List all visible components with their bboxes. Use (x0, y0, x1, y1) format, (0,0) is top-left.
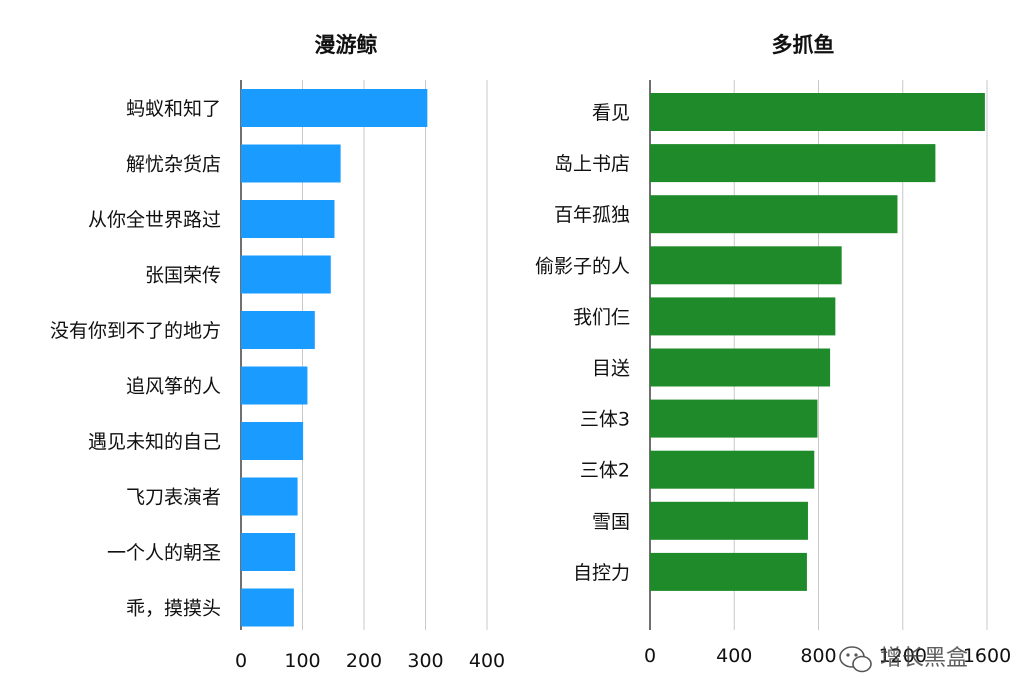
category-label: 偷影子的人 (535, 255, 630, 277)
bar (241, 366, 308, 405)
bar (241, 311, 315, 349)
x-tick-label: 100 (284, 650, 320, 672)
category-label: 遇见未知的自己 (88, 431, 221, 453)
bar (241, 588, 294, 627)
x-tick-label: 800 (800, 645, 836, 667)
category-label: 我们仨 (573, 306, 630, 328)
category-label: 蚂蚁和知了 (126, 98, 221, 120)
watermark: 增长黑盒 (839, 646, 968, 673)
chart-panel-manyoujing: 0 100 200 300 400 蚂蚁和知了解忧杂货店从你全世界路过张国荣传没有你到不了… (50, 33, 505, 672)
wechat-icon (839, 646, 872, 673)
category-label: 解忧杂货店 (126, 154, 221, 176)
category-label: 百年孤独 (554, 204, 630, 226)
bar (241, 477, 298, 516)
category-label: 追风筝的人 (126, 376, 221, 398)
category-label: 张国荣传 (145, 265, 221, 287)
x-tick-label: 0 (235, 650, 247, 672)
bar (241, 144, 341, 183)
chart-title: 漫游鲸 (315, 33, 378, 57)
bar (241, 89, 428, 127)
category-label: 从你全世界路过 (88, 209, 221, 231)
bar (241, 422, 304, 460)
x-tick-label: 200 (346, 650, 382, 672)
category-label: 雪国 (592, 511, 630, 533)
x-tick-label: 1600 (963, 645, 1011, 667)
x-tick-label: 400 (469, 650, 505, 672)
bar (241, 533, 296, 571)
bar (650, 246, 842, 285)
category-label: 乖，摸摸头 (126, 598, 221, 620)
bar (650, 552, 807, 591)
chart-title: 多抓鱼 (772, 33, 835, 57)
x-tick-label: 300 (407, 650, 443, 672)
category-label: 目送 (592, 358, 630, 380)
category-label: 岛上书店 (554, 153, 630, 175)
bar (650, 399, 818, 438)
category-label: 一个人的朝圣 (107, 542, 221, 564)
category-label: 看见 (592, 102, 630, 124)
bar (241, 255, 331, 294)
bar (650, 195, 898, 234)
bar (241, 200, 335, 238)
bar (650, 501, 808, 540)
watermark-text: 增长黑盒 (880, 646, 968, 671)
bar (650, 450, 815, 489)
category-label: 飞刀表演者 (126, 487, 221, 509)
category-label: 没有你到不了的地方 (50, 320, 221, 342)
category-label: 三体2 (580, 460, 630, 482)
category-label: 三体3 (580, 409, 630, 431)
bar (650, 348, 831, 387)
bar (650, 297, 836, 336)
bar (650, 93, 985, 131)
category-label: 自控力 (573, 562, 630, 584)
x-tick-label: 1200 (879, 645, 927, 667)
x-tick-label: 0 (644, 645, 656, 667)
bar (650, 144, 936, 183)
x-tick-label: 400 (716, 645, 752, 667)
